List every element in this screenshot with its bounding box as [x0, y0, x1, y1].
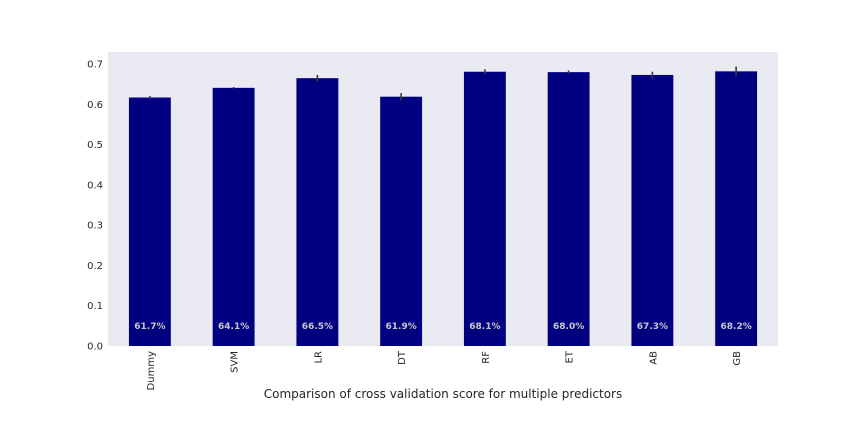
x-tick-label: AB [648, 351, 659, 365]
y-tick-label: 0.4 [87, 180, 103, 191]
x-tick-label: GB [732, 351, 743, 366]
y-tick-label: 0.1 [87, 301, 103, 312]
y-tick-label: 0.6 [87, 100, 103, 111]
bar-value-label: 67.3% [637, 322, 668, 332]
plot-area [108, 52, 778, 346]
y-tick-label: 0.2 [87, 261, 103, 272]
y-axis: 0.0 0.1 0.2 0.3 0.4 0.5 0.6 0.7 [87, 60, 103, 353]
bars-group: 61.7% 64.1% 66.5% 61.9% 68.1% 68.0% 67.3% 68.2% [128, 66, 758, 347]
bar-value-label: 68.2% [721, 322, 752, 332]
x-tick-label: RF [481, 351, 492, 364]
x-tick-label: LR [313, 351, 324, 364]
bar [296, 78, 339, 346]
x-axis: Dummy SVM LR DT RF ET AB GB [146, 350, 743, 390]
x-tick-label: ET [565, 350, 576, 363]
x-tick-label: SVM [230, 351, 241, 373]
bar-value-label: 66.5% [302, 322, 333, 332]
bar-value-label: 68.1% [469, 322, 500, 332]
y-tick-label: 0.3 [87, 221, 103, 232]
bar-value-label: 68.0% [553, 322, 584, 332]
x-axis-label: Comparison of cross validation score for… [264, 387, 623, 401]
x-tick-label: Dummy [146, 351, 157, 391]
y-tick-label: 0.0 [87, 342, 103, 353]
x-tick-label: DT [397, 350, 408, 365]
bar [212, 87, 255, 346]
bar-value-label: 61.7% [134, 322, 165, 332]
bar-value-label: 61.9% [386, 322, 417, 332]
bar [380, 96, 423, 347]
y-tick-label: 0.7 [87, 60, 103, 71]
bar [128, 97, 171, 347]
bar-value-label: 64.1% [218, 322, 249, 332]
bar [547, 72, 590, 346]
bar [715, 71, 758, 346]
bar [463, 71, 506, 346]
bar [631, 74, 674, 346]
y-tick-label: 0.5 [87, 140, 103, 151]
